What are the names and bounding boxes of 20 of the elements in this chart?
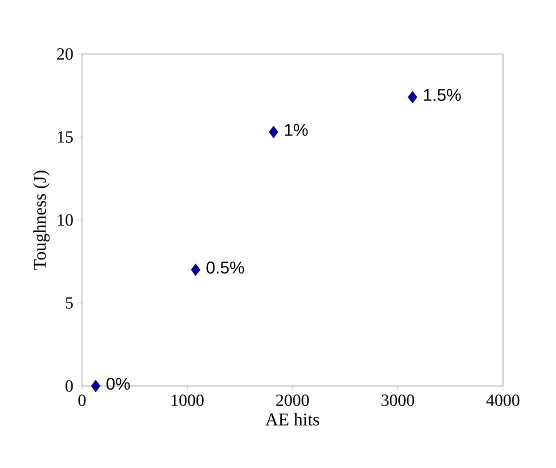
y-tick-label: 5 [66, 297, 73, 309]
annotation: 1.5% [424, 88, 461, 101]
annotation: 1% [285, 124, 308, 136]
x-tick-label: 0 [78, 394, 86, 406]
x-tick-label: 2000 [276, 394, 309, 406]
annotation: 0.5% [206, 262, 244, 274]
y-axis-title: Toughness (J) [33, 170, 50, 270]
y-tick-label: 15 [58, 131, 73, 143]
x-tick-label: 3000 [382, 394, 414, 406]
point [90, 380, 100, 392]
point [408, 90, 418, 104]
y-tick-label: 10 [58, 214, 73, 226]
annotation: 0% [106, 378, 130, 390]
x-tick-label: 1000 [172, 394, 204, 406]
y-tick-label: 0 [66, 380, 73, 392]
point [268, 126, 278, 138]
x-axis-title: AE hits [265, 412, 320, 426]
point [190, 264, 200, 276]
x-tick-label: 4000 [486, 394, 520, 406]
y-tick-label: 20 [57, 48, 73, 60]
